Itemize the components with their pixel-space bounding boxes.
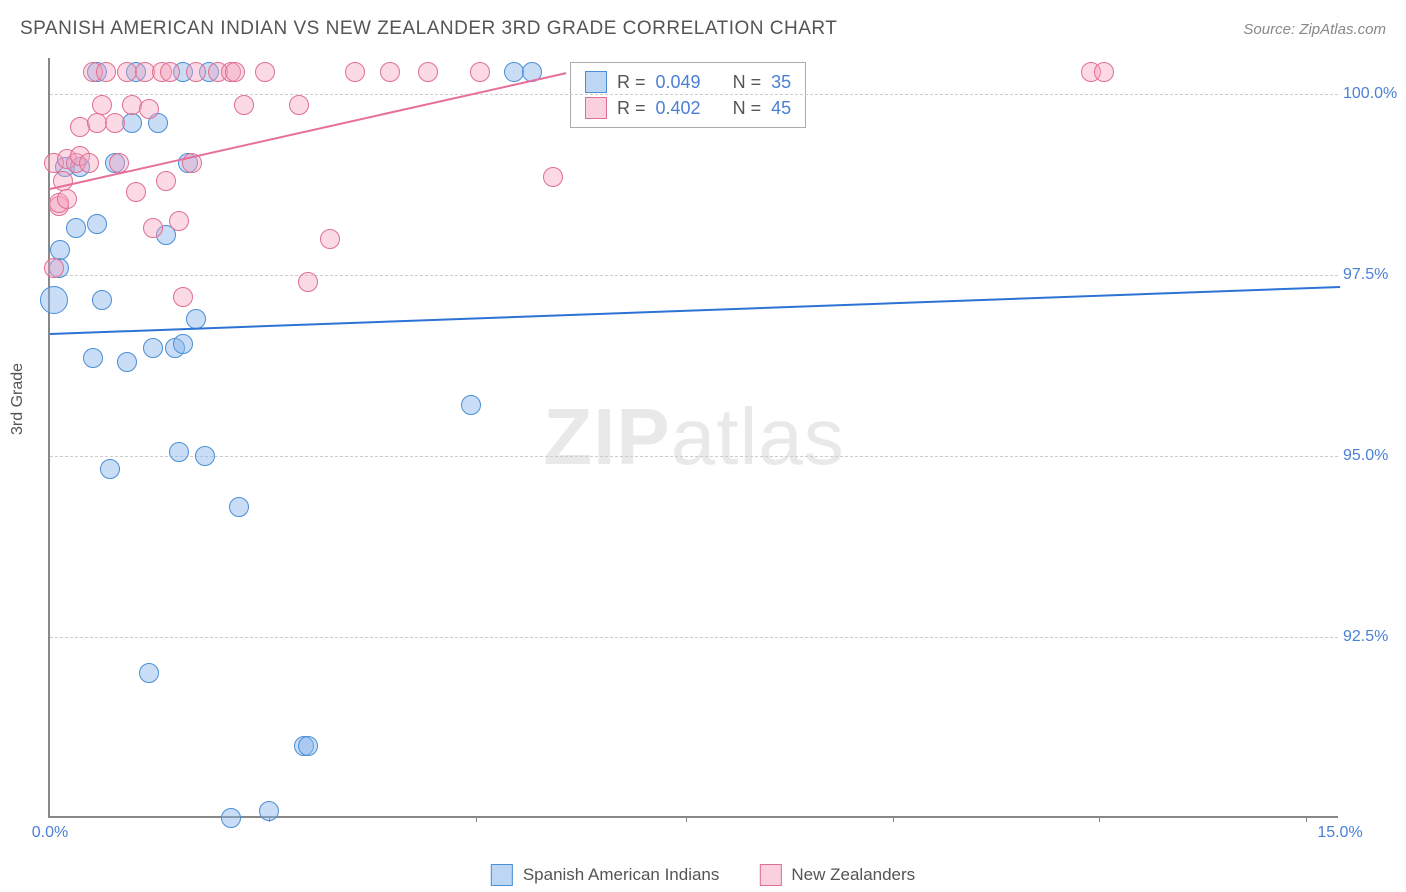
data-point [100,459,120,479]
swatch-icon [585,97,607,119]
data-point [186,309,206,329]
data-point [50,240,70,260]
data-point [289,95,309,115]
data-point [186,62,206,82]
data-point [298,736,318,756]
data-point [234,95,254,115]
ytick-label: 92.5% [1343,628,1398,646]
data-point [345,62,365,82]
swatch-icon [585,71,607,93]
data-point [156,171,176,191]
xtick-mark [1306,816,1307,822]
plot-area: ZIPatlas R = 0.049 N = 35 R = 0.402 N = … [48,58,1338,818]
trend-line [50,286,1340,335]
stat-row-pink: R = 0.402 N = 45 [585,95,791,121]
xtick-mark [893,816,894,822]
data-point [122,113,142,133]
data-point [173,334,193,354]
xtick-label: 0.0% [32,824,68,842]
data-point [380,62,400,82]
data-point [169,442,189,462]
data-point [117,352,137,372]
gridline-h [50,637,1338,638]
data-point [126,182,146,202]
data-point [418,62,438,82]
data-point [92,290,112,310]
data-point [105,113,125,133]
data-point [259,801,279,821]
ytick-label: 95.0% [1343,447,1398,465]
data-point [1094,62,1114,82]
data-point [87,214,107,234]
swatch-icon [491,864,513,886]
ytick-label: 97.5% [1343,266,1398,284]
data-point [255,62,275,82]
xtick-mark [686,816,687,822]
xtick-mark [476,816,477,822]
data-point [461,395,481,415]
data-point [298,272,318,292]
data-point [470,62,490,82]
source-label: Source: ZipAtlas.com [1243,21,1386,38]
data-point [96,62,116,82]
watermark: ZIPatlas [543,391,844,483]
data-point [543,167,563,187]
data-point [92,95,112,115]
ytick-label: 100.0% [1343,85,1398,103]
data-point [229,497,249,517]
legend-item-blue: Spanish American Indians [491,864,720,886]
data-point [139,99,159,119]
data-point [173,287,193,307]
data-point [221,808,241,828]
data-point [195,446,215,466]
data-point [320,229,340,249]
data-point [169,211,189,231]
data-point [139,663,159,683]
data-point [79,153,99,173]
data-point [66,218,86,238]
data-point [40,286,68,314]
xtick-label: 15.0% [1317,824,1362,842]
data-point [160,62,180,82]
swatch-icon [759,864,781,886]
data-point [143,218,163,238]
gridline-h [50,456,1338,457]
legend-item-pink: New Zealanders [759,864,915,886]
chart-title: SPANISH AMERICAN INDIAN VS NEW ZEALANDER… [20,18,837,40]
title-bar: SPANISH AMERICAN INDIAN VS NEW ZEALANDER… [20,18,1386,40]
data-point [44,258,64,278]
data-point [83,348,103,368]
xtick-mark [1099,816,1100,822]
data-point [143,338,163,358]
stat-row-blue: R = 0.049 N = 35 [585,69,791,95]
data-point [57,189,77,209]
y-axis-title: 3rd Grade [9,363,27,435]
gridline-h [50,275,1338,276]
bottom-legend: Spanish American Indians New Zealanders [491,864,915,886]
data-point [225,62,245,82]
